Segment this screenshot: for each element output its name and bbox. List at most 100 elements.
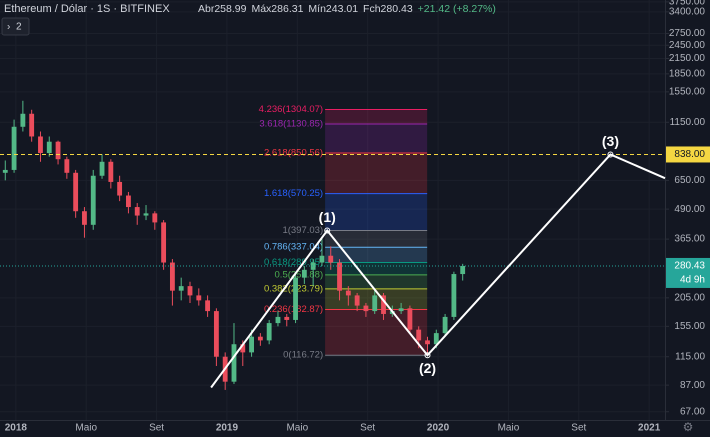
target-price-label: 838.00 — [674, 149, 705, 160]
candle-body — [451, 274, 457, 317]
fib-label: 1.618(570.25) — [264, 188, 323, 199]
fib-label: 0.5(256.88) — [275, 269, 324, 280]
wave-label: (2) — [419, 360, 436, 376]
wave-path — [210, 153, 666, 389]
x-tick-label: Maio — [498, 423, 520, 434]
fib-zone — [325, 193, 428, 231]
candle-body — [64, 159, 70, 173]
fib-label: 4.236(1304.07) — [259, 104, 323, 115]
fib-label: 0(116.72) — [283, 350, 323, 361]
y-tick-label: 87.00 — [680, 380, 705, 391]
target-price-box — [666, 146, 710, 163]
candle-body — [460, 265, 466, 275]
candle-body — [73, 172, 79, 212]
collapsed-count: 2 — [16, 22, 22, 33]
overlay: (1) (2) (3) — [0, 133, 666, 389]
y-tick-label: 155.00 — [674, 321, 705, 332]
candle-body — [99, 161, 105, 176]
y-tick-label: 1850.00 — [669, 68, 706, 79]
candle-body — [381, 295, 386, 314]
price-box — [666, 257, 710, 288]
candle-body — [20, 113, 26, 127]
candle-body — [117, 181, 123, 196]
wave-point — [324, 227, 331, 234]
fib-label: 0.618(289.95) — [264, 257, 323, 268]
symbol-title: Ethereum / Dólar · 1S · BITFINEX — [4, 3, 170, 15]
x-tick-label: 2018 — [5, 423, 28, 434]
y-tick-label: 1550.00 — [669, 86, 706, 97]
wave-point — [607, 151, 614, 158]
y-tick-label: 2450.00 — [669, 40, 706, 51]
candle-body — [29, 113, 35, 137]
countdown-label: 4d 9h — [680, 275, 705, 286]
candle-body — [126, 195, 131, 208]
ohlc-stat: Fch280.43 — [363, 3, 413, 15]
candle-body — [55, 141, 61, 160]
candle-body — [249, 336, 254, 353]
candle-body — [143, 213, 149, 216]
candle-body — [416, 329, 422, 341]
candle-body — [293, 277, 298, 320]
candle-body — [433, 333, 439, 345]
candle-body — [187, 286, 193, 296]
candle-body — [363, 305, 369, 312]
candle-body — [328, 255, 334, 263]
candle-body — [266, 323, 272, 341]
x-tick-label: 2020 — [427, 423, 450, 434]
ohlc-stat: Abr258.99 — [198, 3, 247, 15]
toggle-arrow: › — [7, 22, 10, 33]
settings-icon[interactable]: ⚙ — [683, 420, 694, 434]
candle-body — [2, 169, 8, 173]
fib-zone — [325, 274, 428, 289]
wave-label: (3) — [602, 133, 619, 149]
y-tick-label: 650.00 — [674, 175, 705, 186]
x-tick-label: 2019 — [216, 423, 239, 434]
y-tick-label: 67.00 — [680, 406, 705, 417]
y-tick-label: 3400.00 — [669, 7, 706, 18]
candle-body — [46, 141, 52, 154]
fib-label: 0.786(337.04) — [264, 242, 323, 253]
candle-body — [178, 286, 184, 291]
candle-body — [257, 336, 263, 341]
fib-zone — [325, 247, 428, 263]
wave-point — [424, 352, 431, 359]
fib-zone — [325, 152, 428, 194]
candle-body — [319, 255, 325, 263]
x-tick-label: Maio — [75, 423, 97, 434]
candle-body — [152, 213, 158, 223]
candle-body — [354, 295, 360, 306]
x-tick-label: Set — [571, 423, 586, 434]
fib-zone — [325, 262, 428, 275]
candle-body — [90, 175, 96, 225]
candle-body — [213, 311, 219, 357]
candle-body — [231, 344, 237, 382]
candle-body — [240, 344, 246, 353]
x-tick-label: Maio — [286, 423, 308, 434]
ohlc-stat: +21.42 (+8.27%) — [418, 3, 496, 15]
y-tick-label: 1150.00 — [670, 117, 706, 128]
ohlc-stat: Máx286.31 — [251, 3, 303, 15]
candle-body — [161, 222, 167, 263]
indicator-toggle[interactable] — [1, 17, 30, 36]
fib-label: 2.618(850.56) — [264, 147, 323, 158]
fib-zone — [325, 123, 428, 153]
candle-body — [11, 126, 17, 170]
fib-label: 3.618(1130.85) — [259, 118, 323, 129]
candle-body — [196, 295, 202, 301]
candle-body — [301, 269, 307, 278]
candle-body — [442, 316, 448, 334]
candle-body — [310, 262, 316, 270]
fib-label: 1(397.03) — [282, 225, 323, 236]
candle-body — [134, 207, 140, 216]
y-tick-label: 2750.00 — [669, 28, 706, 39]
ohlc-stat: Mín243.01 — [308, 3, 358, 15]
ohlc-stats: Abr258.99 Máx286.31 Mín243.01 Fch280.43 +21.… — [198, 3, 496, 15]
y-tick-label: 2150.00 — [669, 53, 706, 64]
wave-label: (1) — [319, 209, 336, 225]
candle-body — [398, 308, 404, 312]
y-tick-label: 3750.00 — [669, 0, 706, 8]
candle-body — [425, 340, 430, 345]
y-tick-label: 205.00 — [674, 292, 705, 303]
candle-body — [345, 290, 351, 296]
